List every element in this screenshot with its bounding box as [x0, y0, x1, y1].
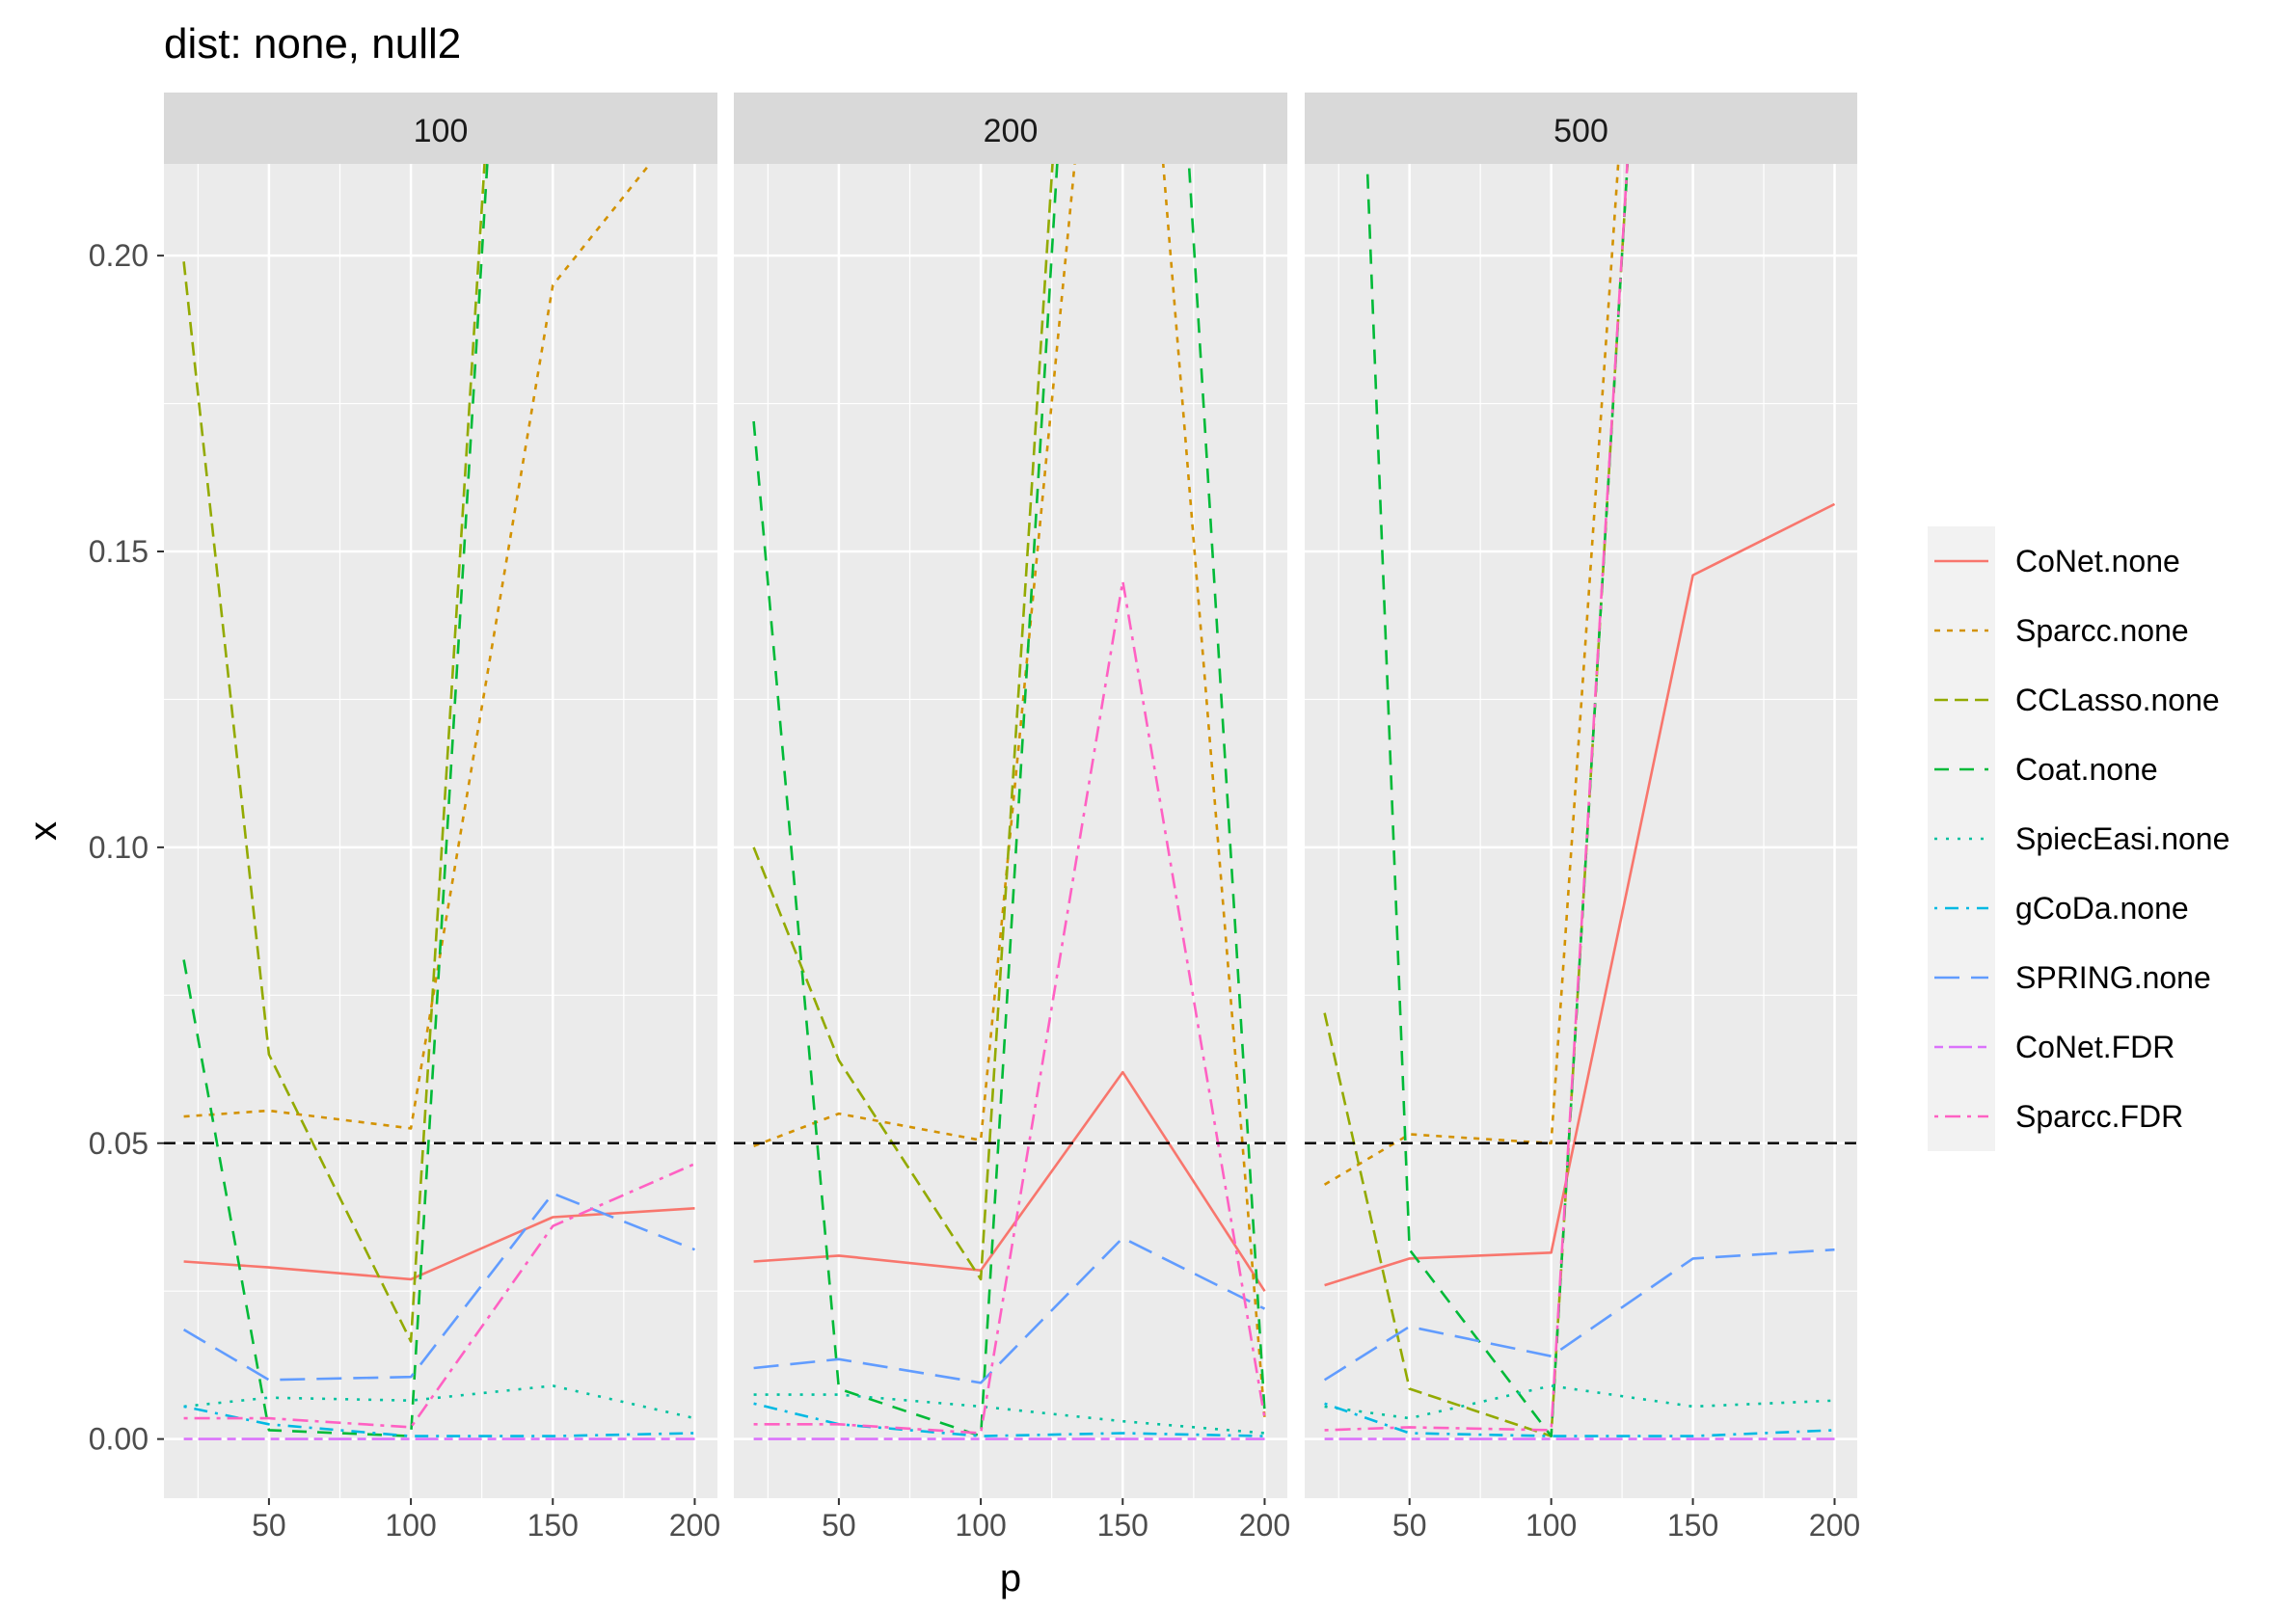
- x-tick-label: 150: [527, 1508, 579, 1543]
- legend-label: CoNet.FDR: [2015, 1030, 2174, 1064]
- x-tick-label: 50: [1392, 1508, 1427, 1543]
- legend-label: CCLasso.none: [2015, 683, 2220, 717]
- y-tick-label: 0.05: [89, 1126, 149, 1161]
- chart-title: dist: none, null2: [164, 20, 461, 67]
- x-tick-label: 100: [955, 1508, 1006, 1543]
- legend-key: [1928, 804, 1995, 873]
- x-tick-label: 100: [1526, 1508, 1577, 1543]
- legend-label: SpiecEasi.none: [2015, 821, 2229, 856]
- series-line: [753, 1393, 1265, 1435]
- panel-background: [1305, 164, 1857, 1498]
- legend-label: CoNet.none: [2015, 544, 2180, 578]
- panel-background: [164, 164, 717, 1498]
- facet-strip: [1305, 93, 1857, 164]
- series-line: [1324, 164, 1629, 1432]
- series-line: [753, 579, 1266, 1435]
- y-axis-title: x: [22, 821, 65, 841]
- series-line: [183, 164, 652, 1130]
- x-tick-label: 200: [1809, 1508, 1860, 1543]
- facet-label: 100: [414, 113, 469, 149]
- legend-label: Sparcc.FDR: [2015, 1099, 2183, 1134]
- series-line: [1323, 164, 1620, 1186]
- x-tick-label: 50: [252, 1508, 286, 1543]
- legend-label: SPRING.none: [2015, 960, 2211, 995]
- y-tick-label: 0.15: [89, 534, 149, 569]
- series-line: [183, 1163, 696, 1429]
- series-line: [182, 1192, 695, 1382]
- series-line: [1365, 164, 1630, 1437]
- y-tick-label: 0.00: [89, 1422, 149, 1457]
- x-tick-label: 150: [1667, 1508, 1718, 1543]
- series-group: [1323, 164, 1836, 1440]
- series-line: [752, 164, 1054, 1281]
- y-axis: 0.00 0.05 0.10 0.15 0.20: [89, 238, 164, 1457]
- series-line: [1323, 1248, 1835, 1382]
- series-line: [183, 1384, 695, 1420]
- facet-panel: 100 50 100 150 200: [164, 93, 720, 1543]
- facet-strip: [734, 93, 1287, 164]
- series-group: [182, 164, 696, 1440]
- x-tick-label: 50: [822, 1508, 856, 1543]
- series-line: [1324, 502, 1836, 1287]
- legend: CoNet.none Sparcc.none CCLasso.none Coat.no…: [1928, 526, 2229, 1151]
- series-line: [183, 1207, 695, 1281]
- x-axis-title: p: [1000, 1557, 1021, 1599]
- facet-label: 200: [984, 113, 1039, 149]
- facet-label: 500: [1553, 113, 1608, 149]
- series-line: [182, 164, 486, 1343]
- legend-label: Coat.none: [2015, 752, 2158, 787]
- y-tick-label: 0.20: [89, 238, 149, 273]
- y-tick-label: 0.10: [89, 830, 149, 865]
- x-tick-label: 200: [1239, 1508, 1290, 1543]
- facet-panel: 200 50 100 150 200: [734, 93, 1290, 1543]
- x-tick-label: 100: [385, 1508, 436, 1543]
- x-tick-label: 150: [1097, 1508, 1148, 1543]
- legend-label: Sparcc.none: [2015, 613, 2189, 648]
- facet-strip: [164, 93, 717, 164]
- facet-panel: 500 50 100 150 200: [1305, 93, 1860, 1543]
- series-group: [752, 164, 1266, 1440]
- legend-label: gCoDa.none: [2015, 891, 2189, 926]
- x-tick-label: 200: [669, 1508, 720, 1543]
- series-line: [753, 1236, 1266, 1384]
